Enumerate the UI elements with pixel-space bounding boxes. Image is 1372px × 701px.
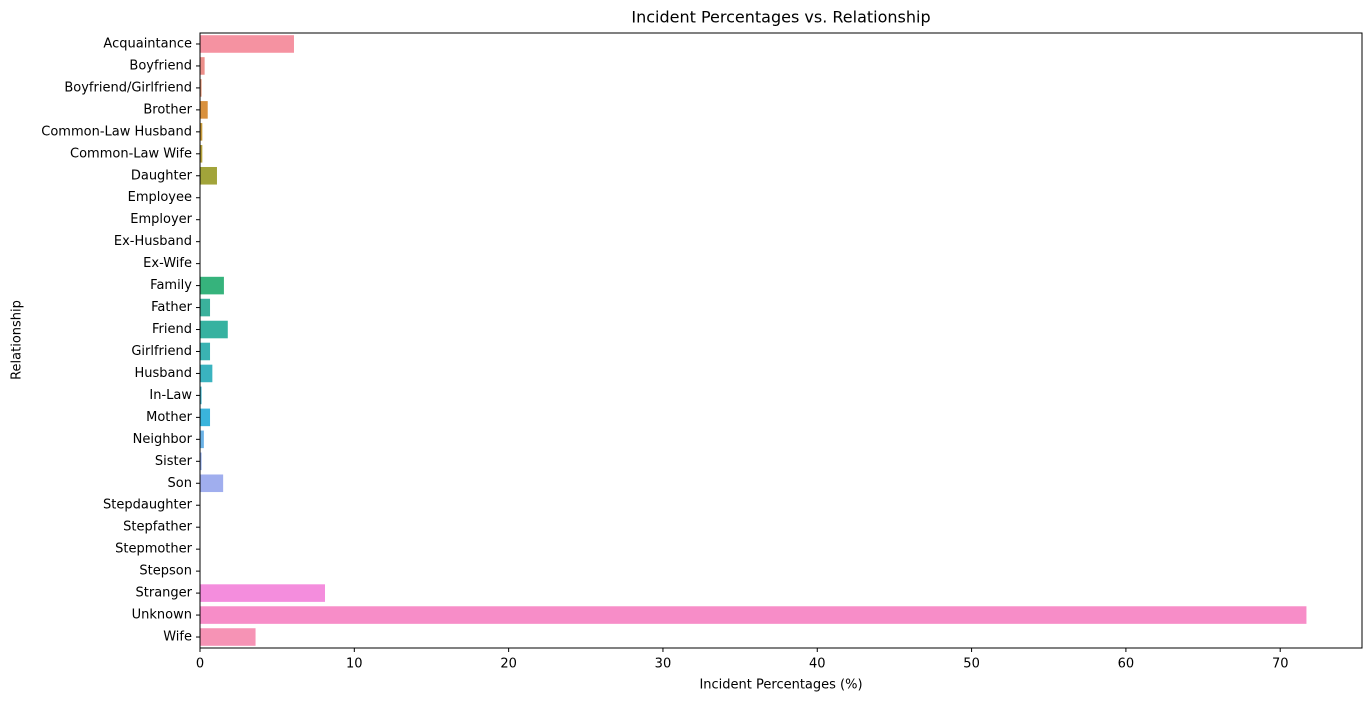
y-tick-label: Boyfriend	[129, 58, 192, 73]
y-tick-label: Acquaintance	[103, 36, 192, 51]
bar	[200, 606, 1307, 624]
x-axis-label: Incident Percentages (%)	[699, 678, 862, 693]
y-tick-label: Girlfriend	[131, 344, 192, 359]
y-tick-label: Mother	[146, 410, 193, 425]
bar	[200, 584, 325, 602]
y-tick-label: Employee	[128, 190, 192, 205]
bar	[200, 166, 217, 185]
x-tick-label: 40	[809, 657, 826, 672]
y-tick-label: Stepdaughter	[103, 498, 193, 513]
bar	[200, 628, 256, 646]
bar	[200, 408, 211, 427]
y-tick-label: Stepmother	[115, 542, 193, 557]
y-tick-label: Stepfather	[123, 520, 192, 535]
bar	[200, 276, 224, 295]
chart-title: Incident Percentages vs. Relationship	[631, 8, 930, 27]
y-tick-label: Sister	[155, 454, 193, 469]
y-tick-label: Common-Law Husband	[41, 124, 192, 139]
bar	[200, 35, 294, 53]
y-tick-label: Unknown	[132, 608, 192, 623]
bar	[200, 145, 203, 163]
bar	[200, 452, 202, 471]
x-tick-label: 50	[963, 657, 980, 672]
bar	[200, 342, 211, 361]
bar	[200, 79, 202, 97]
bar	[200, 430, 204, 449]
bar	[200, 298, 211, 317]
y-tick-label: Neighbor	[133, 432, 193, 447]
y-tick-label: Family	[150, 278, 192, 293]
plot-frame	[199, 32, 1363, 649]
y-tick-label: Husband	[135, 366, 193, 381]
y-tick-label: Ex-Wife	[143, 256, 192, 271]
y-tick-label: Friend	[152, 322, 192, 337]
x-tick-label: 30	[655, 657, 672, 672]
y-tick-label: Daughter	[131, 168, 193, 183]
bar	[200, 123, 203, 141]
y-tick-label: Father	[151, 300, 193, 315]
bar	[200, 364, 213, 383]
x-tick-label: 0	[196, 657, 204, 672]
y-tick-label: Stranger	[136, 586, 193, 601]
x-tick-label: 10	[346, 657, 363, 672]
bar	[200, 320, 228, 339]
y-tick-label: Common-Law Wife	[70, 146, 192, 161]
y-tick-label: Boyfriend/Girlfriend	[64, 80, 192, 95]
bar	[200, 101, 208, 119]
bar	[200, 474, 224, 493]
y-tick-label: In-Law	[149, 388, 192, 403]
y-tick-label: Wife	[163, 630, 192, 645]
bar	[200, 57, 205, 75]
y-tick-label: Son	[168, 476, 192, 491]
y-tick-label: Stepson	[139, 564, 192, 579]
y-tick-label: Brother	[143, 102, 192, 117]
x-tick-label: 70	[1272, 657, 1289, 672]
y-axis-label: Relationship	[10, 300, 25, 380]
x-tick-label: 60	[1118, 657, 1135, 672]
y-tick-label: Employer	[130, 212, 192, 227]
y-tick-label: Ex-Husband	[114, 234, 192, 249]
bar	[200, 386, 202, 405]
x-tick-label: 20	[500, 657, 517, 672]
